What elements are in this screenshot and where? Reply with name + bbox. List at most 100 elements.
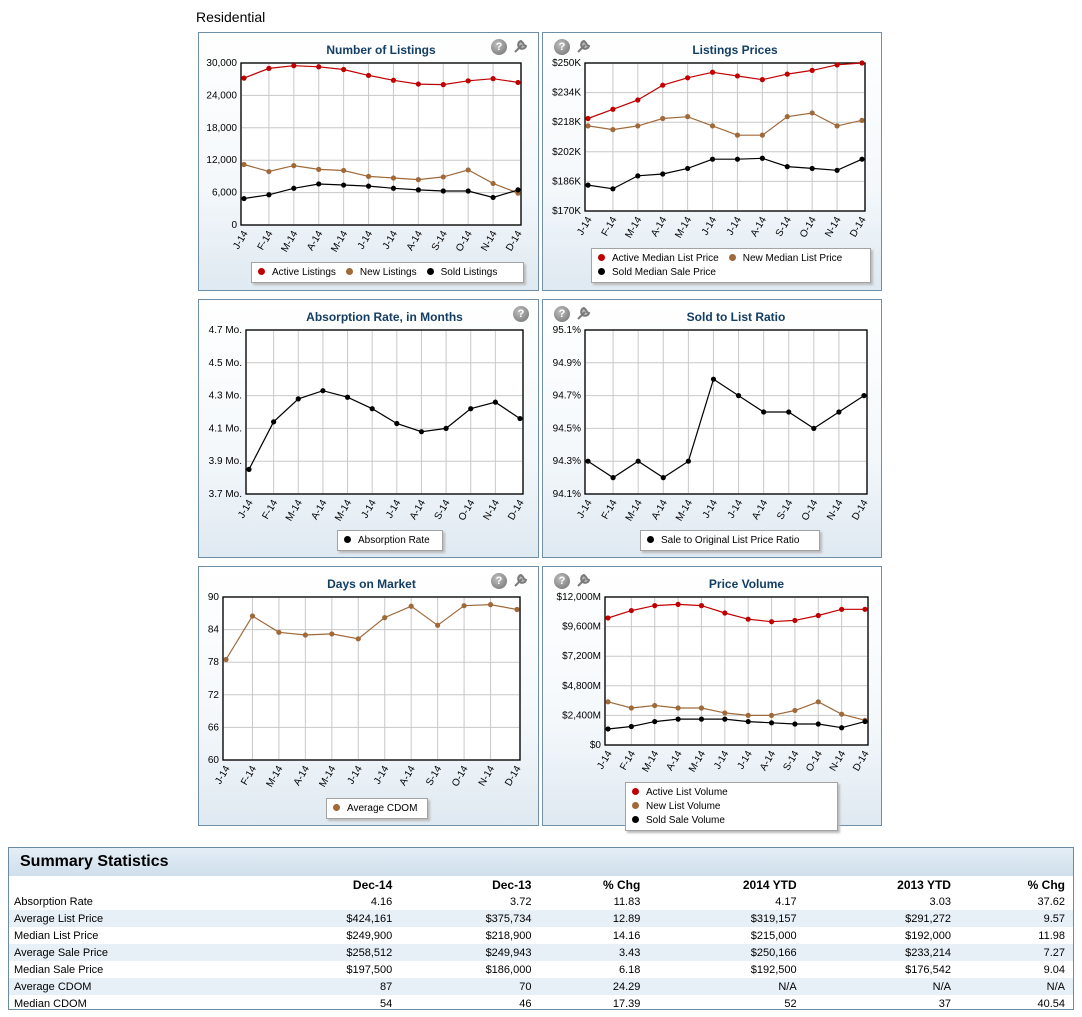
data-point[interactable]: [440, 174, 446, 180]
legend-item[interactable]: New Median List Price: [728, 252, 842, 266]
data-point[interactable]: [745, 616, 751, 622]
data-point[interactable]: [734, 156, 741, 162]
data-point[interactable]: [295, 396, 301, 402]
data-point[interactable]: [834, 62, 840, 68]
data-point[interactable]: [660, 115, 666, 122]
data-point[interactable]: [685, 114, 691, 120]
data-point[interactable]: [515, 187, 521, 193]
legend-item[interactable]: Sold Sale Volume: [632, 814, 725, 828]
data-point[interactable]: [784, 114, 790, 120]
data-point[interactable]: [709, 123, 716, 129]
data-point[interactable]: [859, 156, 865, 162]
data-point[interactable]: [223, 656, 229, 663]
legend-item[interactable]: Sold Listings: [426, 266, 497, 280]
data-point[interactable]: [316, 64, 322, 70]
data-point[interactable]: [291, 63, 297, 69]
data-point[interactable]: [443, 425, 449, 431]
data-point[interactable]: [792, 707, 798, 714]
data-point[interactable]: [465, 167, 471, 173]
data-point[interactable]: [859, 60, 865, 66]
data-point[interactable]: [490, 194, 496, 201]
help-icon[interactable]: ?: [491, 39, 507, 55]
data-point[interactable]: [734, 73, 741, 79]
help-icon[interactable]: ?: [554, 573, 570, 589]
data-point[interactable]: [660, 171, 666, 177]
data-point[interactable]: [266, 65, 272, 71]
data-point[interactable]: [320, 388, 326, 394]
data-point[interactable]: [635, 97, 641, 103]
data-point[interactable]: [660, 82, 666, 88]
data-point[interactable]: [341, 167, 347, 174]
data-point[interactable]: [635, 458, 641, 464]
data-point[interactable]: [382, 615, 388, 621]
data-point[interactable]: [341, 182, 347, 188]
data-point[interactable]: [341, 66, 347, 73]
data-point[interactable]: [487, 602, 494, 608]
data-point[interactable]: [585, 123, 591, 129]
help-icon[interactable]: ?: [554, 306, 570, 322]
data-point[interactable]: [492, 399, 498, 405]
data-point[interactable]: [365, 72, 372, 79]
data-point[interactable]: [861, 393, 867, 399]
data-point[interactable]: [490, 180, 496, 187]
data-point[interactable]: [809, 67, 815, 73]
data-point[interactable]: [408, 603, 414, 609]
data-point[interactable]: [792, 721, 798, 727]
data-point[interactable]: [815, 699, 821, 705]
data-point[interactable]: [759, 77, 765, 83]
data-point[interactable]: [784, 164, 790, 170]
data-point[interactable]: [815, 612, 821, 619]
tools-icon[interactable]: [512, 38, 529, 55]
data-point[interactable]: [792, 617, 798, 624]
data-point[interactable]: [515, 79, 521, 86]
data-point[interactable]: [786, 409, 792, 415]
legend-item[interactable]: Sold Median Sale Price: [598, 266, 716, 280]
data-point[interactable]: [316, 181, 322, 187]
data-point[interactable]: [628, 705, 634, 711]
data-point[interactable]: [605, 699, 611, 705]
legend-item[interactable]: Average CDOM: [333, 802, 417, 816]
tools-icon[interactable]: [512, 572, 529, 589]
data-point[interactable]: [675, 601, 681, 607]
data-point[interactable]: [610, 127, 616, 133]
data-point[interactable]: [685, 458, 691, 464]
help-icon[interactable]: ?: [491, 573, 507, 589]
data-point[interactable]: [276, 629, 282, 635]
data-point[interactable]: [266, 192, 272, 198]
data-point[interactable]: [685, 75, 691, 81]
data-point[interactable]: [675, 716, 681, 722]
data-point[interactable]: [291, 185, 297, 191]
data-point[interactable]: [605, 615, 611, 621]
data-point[interactable]: [859, 117, 865, 123]
data-point[interactable]: [517, 415, 523, 422]
data-point[interactable]: [815, 721, 821, 727]
data-point[interactable]: [329, 631, 335, 637]
data-point[interactable]: [839, 606, 845, 612]
data-point[interactable]: [745, 718, 751, 725]
data-point[interactable]: [759, 155, 765, 161]
help-icon[interactable]: ?: [513, 306, 529, 322]
data-point[interactable]: [745, 712, 751, 718]
data-point[interactable]: [809, 165, 815, 172]
data-point[interactable]: [514, 606, 520, 613]
data-point[interactable]: [811, 425, 817, 431]
data-point[interactable]: [605, 726, 611, 732]
data-point[interactable]: [768, 712, 775, 718]
data-point[interactable]: [652, 702, 658, 709]
data-point[interactable]: [709, 69, 716, 75]
legend-item[interactable]: Active Listings: [258, 266, 336, 280]
data-point[interactable]: [585, 115, 591, 122]
data-point[interactable]: [862, 606, 868, 612]
data-point[interactable]: [722, 610, 728, 616]
data-point[interactable]: [610, 475, 616, 481]
data-point[interactable]: [440, 82, 446, 88]
data-point[interactable]: [761, 409, 767, 415]
data-point[interactable]: [365, 183, 372, 189]
data-point[interactable]: [768, 720, 775, 726]
data-point[interactable]: [266, 168, 272, 175]
data-point[interactable]: [836, 409, 842, 415]
data-point[interactable]: [394, 420, 400, 427]
data-point[interactable]: [759, 132, 765, 138]
data-point[interactable]: [461, 603, 467, 609]
data-point[interactable]: [369, 406, 375, 412]
